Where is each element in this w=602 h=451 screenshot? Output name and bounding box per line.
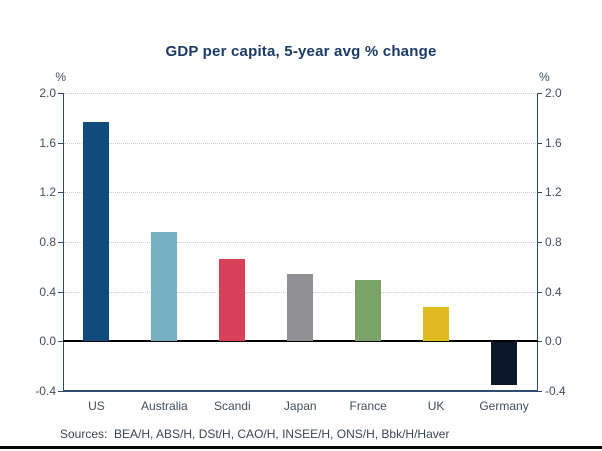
category-label-australia: Australia: [141, 399, 188, 413]
y-tick-right: [537, 242, 542, 243]
category-label-japan: Japan: [283, 399, 317, 413]
bar-germany: [491, 342, 518, 385]
category-label-scandi: Scandi: [213, 399, 251, 413]
y-tick-label-left: 0.0: [39, 334, 56, 349]
y-tick-right: [537, 93, 542, 94]
y-tick-label-left: -0.4: [35, 384, 56, 398]
y-tick-right: [537, 391, 542, 392]
chart-title: GDP per capita, 5-year avg % change: [165, 43, 437, 60]
y-tick-left: [58, 341, 63, 343]
y-tick-left: [58, 391, 63, 392]
y-tick-label-left: 1.6: [39, 135, 56, 150]
gridline-1.6: [64, 142, 538, 144]
y-tick-label-left: 0.4: [39, 284, 56, 299]
y-tick-left: [58, 291, 63, 293]
y-tick-label-left: 1.2: [39, 185, 56, 200]
y-axis-unit-right: %: [539, 70, 550, 84]
y-tick-label-right: 0.0: [545, 334, 562, 349]
y-tick-label-right: 1.6: [545, 135, 562, 150]
bar-france: [355, 280, 382, 342]
y-tick-label-right: 2.0: [545, 86, 562, 100]
gridline-2.0: [64, 93, 538, 94]
bar-japan: [287, 274, 314, 342]
y-tick-right: [537, 192, 542, 194]
y-tick-label-right: -0.4: [545, 384, 566, 398]
category-label-us: US: [88, 399, 105, 413]
bar-scandi: [219, 259, 246, 342]
y-tick-left: [58, 142, 63, 144]
y-tick-label-right: 0.8: [545, 235, 562, 249]
y-axis-left: [62, 93, 64, 391]
y-axis-unit-left: %: [55, 70, 66, 84]
y-tick-right: [537, 291, 542, 293]
bar-uk: [423, 306, 450, 342]
gridline-1.2: [64, 192, 538, 194]
bottom-divider: [0, 446, 602, 449]
y-tick-label-right: 0.4: [545, 284, 562, 299]
bar-australia: [151, 232, 178, 342]
y-tick-label-right: 1.2: [545, 185, 562, 200]
y-tick-right: [537, 142, 542, 144]
y-tick-label-left: 0.8: [39, 235, 56, 249]
sources-note: Sources: BEA/H, ABS/H, DSt/H, CAO/H, INS…: [60, 427, 450, 441]
category-label-france: France: [349, 399, 387, 413]
y-tick-label-left: 2.0: [39, 86, 56, 100]
y-tick-left: [58, 242, 63, 243]
zero-baseline: [62, 340, 538, 343]
y-tick-left: [58, 192, 63, 194]
gridline-0.8: [64, 242, 538, 243]
y-axis-right: [536, 93, 538, 391]
y-tick-right: [537, 341, 542, 343]
category-label-germany: Germany: [479, 399, 529, 413]
bar-us: [83, 121, 110, 342]
category-label-uk: UK: [427, 399, 445, 413]
plot-bottom-border: [62, 390, 538, 392]
y-tick-left: [58, 93, 63, 94]
